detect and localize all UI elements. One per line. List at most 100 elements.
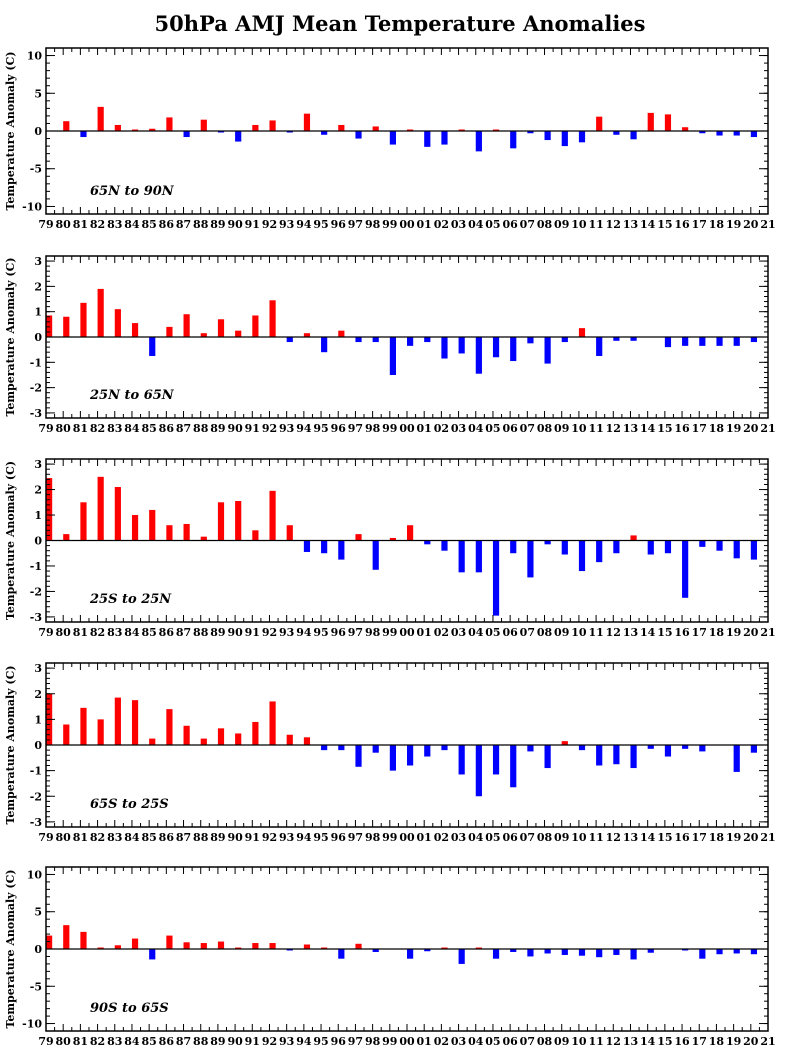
y-tick-label: -2 [30,382,42,395]
x-tick-label: 09 [554,831,569,844]
x-tick-label: 05 [485,831,500,844]
x-tick-label: 97 [348,626,363,639]
bar-20 [750,949,757,955]
x-tick-label: 92 [262,218,277,231]
bar-13 [630,131,637,140]
bar-10 [578,949,586,956]
bar-08 [544,745,551,769]
bar-79 [46,478,53,541]
x-tick-label: 09 [554,218,569,231]
x-tick-label: 99 [382,218,397,231]
x-tick-label: 81 [73,422,88,435]
x-tick-label: 10 [571,422,587,435]
x-tick-label: 13 [623,422,638,435]
x-tick-label: 93 [279,218,294,231]
bar-05 [492,337,500,358]
x-tick-label: 88 [193,626,209,639]
x-tick-label: 19 [726,218,741,231]
x-tick-label: 81 [73,626,88,639]
x-tick-label: 04 [468,422,484,435]
bar-90 [235,947,242,949]
bar-95 [321,131,328,135]
x-tick-label: 83 [107,1035,122,1048]
x-tick-label: 03 [451,1035,466,1048]
bar-15 [664,114,672,131]
y-tick-label: -1 [30,765,42,778]
panel-3: 79 80 81 82 83 84 85 86 87 88 89 90 91 92 93 94 95 96 97 98… [4,458,776,639]
bar-83 [114,124,121,131]
plot-frame [45,47,769,215]
x-tick-label: 99 [382,626,397,639]
bar-80 [63,316,70,337]
x-tick-label: 93 [279,626,294,639]
x-tick-label: 00 [399,1035,415,1048]
x-tick-label: 11 [588,422,603,435]
bar-87 [183,131,190,138]
y-axis-label: Temperature Anomaly (C) [4,461,17,620]
bar-07 [527,949,534,957]
bar-03 [458,745,465,775]
x-tick-label: 87 [176,1035,191,1048]
x-tick-label: 89 [210,626,225,639]
x-tick-label: 98 [365,831,381,844]
x-tick-label: 92 [262,1035,277,1048]
bar-16 [682,127,689,131]
bar-09 [561,741,568,745]
x-tick-label: 97 [348,831,363,844]
bar-11 [596,949,603,958]
bar-08 [544,540,551,545]
x-tick-label: 81 [73,218,88,231]
x-tick-label: 83 [107,218,122,231]
x-tick-label: 08 [537,218,553,231]
bar-03 [458,949,465,964]
bar-18 [716,131,723,136]
x-tick-label: 09 [554,422,569,435]
plot-frame [45,255,769,419]
bar-04 [475,131,482,152]
region-label: 90S to 65S [90,1001,169,1016]
bar-02 [441,947,448,949]
x-tick-label: 18 [709,422,725,435]
bar-90 [235,330,242,337]
y-tick-label: -5 [30,980,42,993]
bar-03 [458,337,465,354]
x-tick-label: 21 [760,831,775,844]
bar-08 [544,337,551,364]
bar-83 [114,945,121,949]
bar-20 [750,337,757,343]
bar-92 [269,701,276,745]
bar-81 [80,131,87,138]
y-tick-label: 1 [34,509,42,522]
bar-93 [286,337,293,343]
bar-11 [596,337,603,356]
bar-98 [372,540,379,570]
region-label: 25N to 65N [89,388,175,403]
bar-12 [613,131,620,135]
x-tick-label: 19 [726,626,741,639]
x-tick-label: 17 [692,422,707,435]
bar-16 [682,337,689,346]
bar-93 [286,131,293,133]
bar-16 [682,745,689,749]
x-tick-label: 80 [56,626,72,639]
x-tick-label: 20 [743,218,759,231]
bar-96 [338,330,345,337]
x-tick-label: 17 [692,831,707,844]
x-tick-label: 85 [141,1035,156,1048]
x-tick-label: 95 [313,1035,328,1048]
x-tick-label: 12 [606,831,621,844]
x-tick-label: 90 [227,1035,243,1048]
bar-02 [441,337,448,359]
x-tick-label: 03 [451,831,466,844]
bar-20 [750,745,757,753]
x-tick-label: 17 [692,1035,707,1048]
region-label: 65N to 90N [90,184,175,199]
bar-06 [510,745,517,788]
bar-94 [303,737,311,745]
x-tick-label: 15 [657,626,672,639]
x-tick-label: 07 [520,422,535,435]
x-tick-label: 94 [296,1035,312,1048]
x-tick-label: 82 [90,218,105,231]
x-tick-label: 13 [623,218,638,231]
